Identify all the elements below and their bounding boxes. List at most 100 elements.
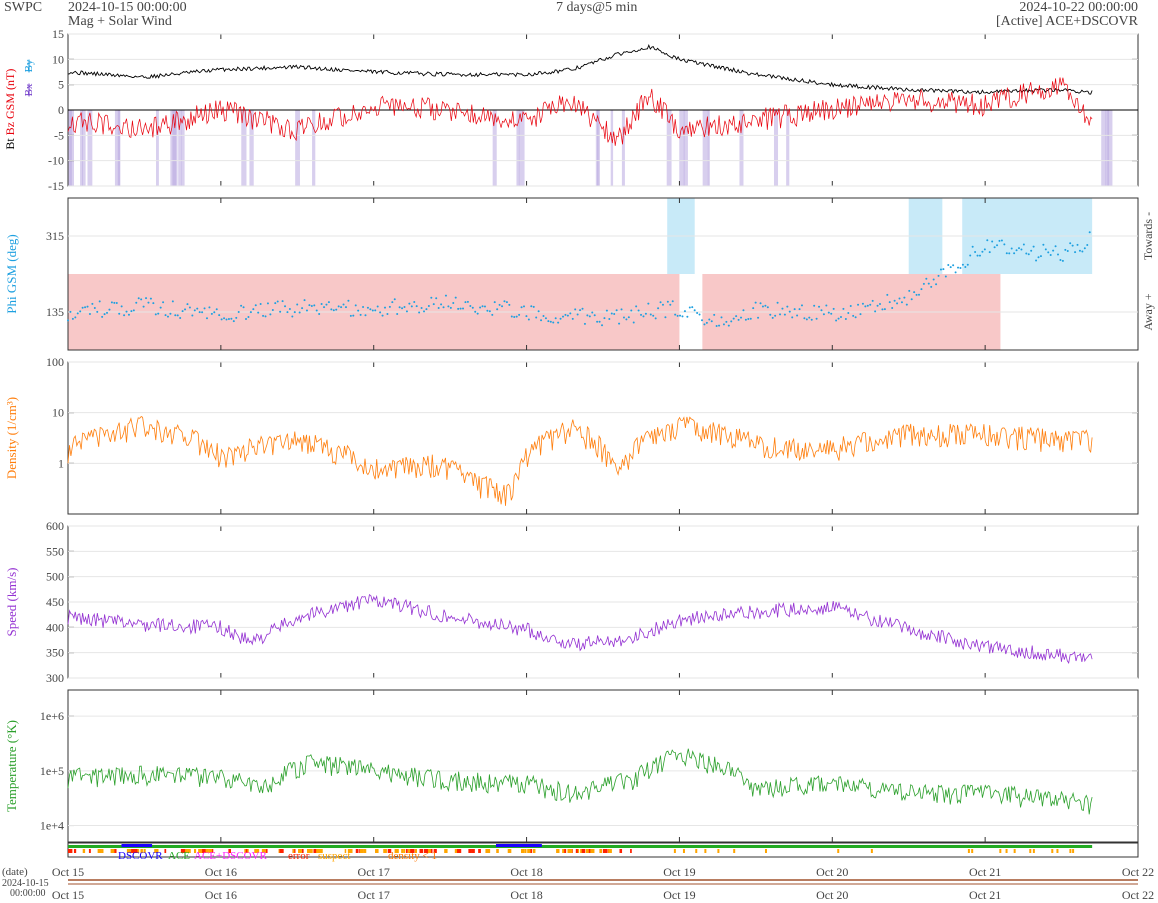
phi-point [900, 301, 903, 304]
phi-point [296, 303, 299, 306]
quality-flag [140, 849, 143, 853]
phi-point [857, 303, 860, 306]
date-axis-start-date: 2024-10-15 [2, 878, 49, 889]
quality-flag [245, 849, 248, 853]
phi-point [423, 310, 426, 313]
phi-point [640, 313, 643, 316]
phi-point [576, 313, 579, 316]
phi-point [447, 305, 450, 308]
phi-point [349, 314, 352, 317]
phi-point [998, 239, 1001, 242]
phi-point [347, 299, 350, 302]
phi-point [696, 311, 699, 314]
speed-tick-label: 500 [46, 570, 64, 584]
phi-point [184, 308, 187, 311]
phi-point [608, 317, 611, 320]
quality-flag [468, 849, 472, 853]
phi-point [337, 305, 340, 308]
phi-point [796, 314, 799, 317]
phi-point [815, 317, 818, 320]
phi-point [359, 313, 362, 316]
phi-point [781, 307, 784, 310]
phi-point [457, 307, 460, 310]
phi-point [620, 308, 623, 311]
quality-flag [292, 849, 295, 853]
phi-point [344, 306, 347, 309]
phi-point [657, 307, 660, 310]
bz-south-shade [666, 110, 672, 186]
phi-point [761, 305, 764, 308]
phi-point [691, 306, 694, 309]
phi-point [149, 297, 152, 300]
label-away: Away + [1141, 293, 1155, 331]
quality-flag [599, 849, 603, 853]
phi-point [935, 283, 938, 286]
speed-tick-label: 550 [46, 544, 64, 558]
quality-flag [478, 849, 481, 853]
phi-point [898, 297, 901, 300]
bz-south-shade [773, 110, 779, 186]
quality-flag [405, 849, 408, 853]
phi-point [522, 305, 525, 308]
phi-point [276, 300, 279, 303]
phi-point [505, 301, 508, 304]
phi-point [298, 311, 301, 314]
phi-point [788, 310, 791, 313]
phi-point [766, 306, 769, 309]
phi-point [835, 319, 838, 322]
phi-point [754, 301, 757, 304]
phi-point [583, 322, 586, 325]
phi-point [479, 306, 482, 309]
phi-point [818, 305, 821, 308]
phi-tick-label: 135 [46, 305, 64, 319]
phi-point [125, 310, 128, 313]
quality-flag [496, 849, 499, 853]
phi-point [364, 314, 367, 317]
speed-tick-label: 600 [46, 519, 64, 533]
phi-point [274, 302, 277, 305]
phi-point [893, 299, 896, 302]
phi-point [303, 299, 306, 302]
phi-point [201, 311, 204, 314]
source-legend-ace: ACE [168, 850, 190, 862]
phi-point [942, 268, 945, 271]
phi-point [215, 308, 218, 311]
phi-point [513, 315, 516, 318]
phi-point [301, 307, 304, 310]
quality-flag [198, 849, 203, 853]
quality-flag [88, 849, 91, 853]
phi-point [74, 316, 77, 319]
phi-point [659, 301, 662, 304]
phi-point [191, 314, 194, 317]
speed-line [67, 594, 1093, 664]
phi-point [220, 318, 223, 321]
phi-point [515, 315, 518, 318]
phi-point [959, 267, 962, 270]
phi-point [671, 300, 674, 303]
phi-point [379, 311, 382, 314]
phi-point [742, 309, 745, 312]
quality-flag [363, 849, 367, 853]
phi-point [632, 321, 635, 324]
phi-point [1020, 248, 1023, 251]
phi-point [705, 321, 708, 324]
phi-point [983, 248, 986, 251]
phi-point [518, 313, 521, 316]
mag-tick-label: 10 [52, 52, 64, 66]
phi-point [493, 301, 496, 304]
phi-point [630, 309, 633, 312]
phi-point [435, 297, 438, 300]
bz-south-shade [114, 110, 121, 186]
dscovr-band [121, 844, 153, 847]
phi-point [793, 308, 796, 311]
phi-point [232, 320, 235, 323]
phi-point [154, 313, 157, 316]
phi-point [544, 317, 547, 320]
quality-flag [101, 849, 104, 853]
phi-point [335, 308, 338, 311]
quality-flag [870, 849, 873, 853]
phi-point [176, 314, 179, 317]
bz-south-shade [1107, 110, 1113, 186]
phi-point [676, 314, 679, 317]
bz-south-shade [786, 110, 790, 186]
